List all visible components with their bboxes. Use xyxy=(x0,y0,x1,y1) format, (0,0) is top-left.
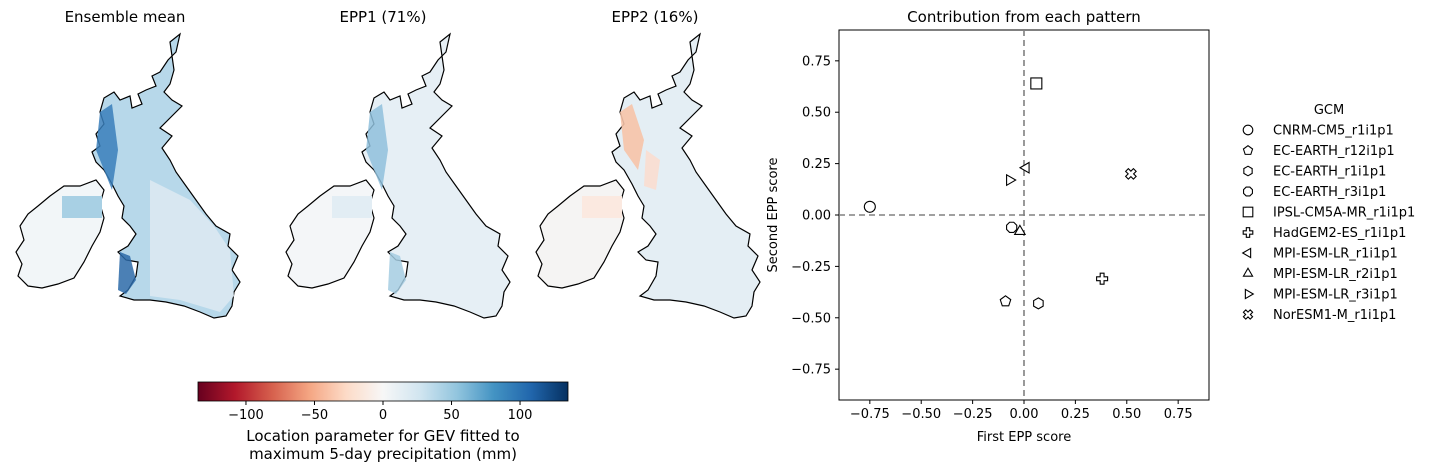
chart-title: Contribution from each pattern xyxy=(907,8,1141,26)
map-title: EPP2 (16%) xyxy=(612,8,699,26)
colorbar-tick-label: 0 xyxy=(379,408,387,423)
ireland-shape xyxy=(285,179,375,289)
legend-entry: CNRM-CM5_r1i1p1 xyxy=(1273,124,1394,139)
x-tick-label: −0.75 xyxy=(850,407,890,422)
y-tick-label: −0.50 xyxy=(791,311,831,326)
colorbar-gradient xyxy=(197,381,569,402)
scatter-chart: Contribution from each pattern −0.75 −0.5… xyxy=(766,8,1210,445)
great-britain-shape xyxy=(91,33,241,319)
legend-marker xyxy=(1243,186,1253,197)
y-tick-label: 0.75 xyxy=(802,54,831,69)
ireland-shape xyxy=(15,179,105,289)
legend-marker xyxy=(1242,206,1254,218)
legend-marker xyxy=(1242,227,1254,238)
map-title: Ensemble mean xyxy=(65,8,186,26)
y-axis-label: Second EPP score xyxy=(766,158,781,273)
data-point xyxy=(999,295,1012,307)
x-tick-label: 0.25 xyxy=(1061,407,1090,422)
legend-entry: EC-EARTH_r3i1p1 xyxy=(1273,185,1386,200)
great-britain-shape xyxy=(611,33,761,319)
legend-marker xyxy=(1242,267,1254,277)
x-tick-label: 0.00 xyxy=(1010,407,1039,422)
data-point xyxy=(1096,272,1109,285)
legend-marker xyxy=(1244,288,1255,300)
data-point xyxy=(1006,221,1018,233)
data-point xyxy=(1124,167,1137,180)
colorbar-tick-label: 100 xyxy=(508,408,533,423)
great-britain-shape xyxy=(361,33,511,319)
y-tick-label: −0.25 xyxy=(791,260,831,275)
colorbar-label-line1: Location parameter for GEV fitted to xyxy=(246,427,519,445)
map-panel-epp2: EPP2 (16%) xyxy=(535,8,761,319)
data-point xyxy=(1030,77,1043,90)
legend-entry: MPI-ESM-LR_r2i1p1 xyxy=(1273,267,1398,282)
x-axis-label: First EPP score xyxy=(977,430,1071,445)
map-panel-ensemble-mean: Ensemble mean xyxy=(15,8,241,319)
colorbar-ticks: −100 −50 0 50 100 xyxy=(228,401,532,423)
legend-entry: NorESM1-M_r1i1p1 xyxy=(1273,308,1396,323)
data-points xyxy=(863,77,1137,310)
legend-entry: IPSL-CM5A-MR_r1i1p1 xyxy=(1273,206,1415,221)
colorbar: −100 −50 0 50 100 Location parameter for GEV… xyxy=(197,381,569,463)
legend-marker xyxy=(1243,165,1253,177)
legend-marker xyxy=(1242,124,1254,136)
legend-entry: MPI-ESM-LR_r1i1p1 xyxy=(1273,247,1398,262)
legend-title: GCM xyxy=(1314,103,1344,118)
colorbar-tick-label: 50 xyxy=(443,408,460,423)
colorbar-tick-label: −100 xyxy=(228,408,264,423)
colorbar-tick-label: −50 xyxy=(301,408,328,423)
y-tick-label: 0.00 xyxy=(802,209,831,224)
legend: GCM CNRM-CM5_r1i1p1 EC-EARTH_r12i1p1 EC-EA… xyxy=(1241,103,1415,323)
colorbar-label-line2: maximum 5-day precipitation (mm) xyxy=(249,445,517,463)
reference-lines xyxy=(839,30,1209,400)
y-tick-label: −0.75 xyxy=(791,363,831,378)
data-point xyxy=(1018,161,1030,174)
legend-marker xyxy=(1241,247,1252,259)
y-tick-label: 0.50 xyxy=(802,106,831,121)
ireland-shape xyxy=(535,179,625,289)
x-tick-label: 0.75 xyxy=(1164,407,1193,422)
legend-entry: MPI-ESM-LR_r3i1p1 xyxy=(1273,288,1398,303)
legend-marker xyxy=(1242,145,1254,155)
legend-marker xyxy=(1242,309,1254,320)
data-point xyxy=(1013,224,1027,236)
data-point xyxy=(1006,173,1017,187)
legend-entry: HadGEM2-ES_r1i1p1 xyxy=(1273,226,1406,241)
axes: −0.75 −0.50 −0.25 0.00 0.25 0.50 0.75 0.75 0.50 0… xyxy=(791,54,1192,422)
map-panel-epp1: EPP1 (71%) xyxy=(285,8,511,319)
y-tick-label: 0.25 xyxy=(802,157,831,172)
x-tick-label: −0.25 xyxy=(953,407,993,422)
data-point xyxy=(1033,297,1044,310)
legend-entry: EC-EARTH_r1i1p1 xyxy=(1273,165,1386,180)
data-point xyxy=(863,200,876,213)
x-tick-label: −0.50 xyxy=(901,407,941,422)
x-tick-label: 0.50 xyxy=(1112,407,1141,422)
legend-entry: EC-EARTH_r12i1p1 xyxy=(1273,144,1395,159)
map-title: EPP1 (71%) xyxy=(340,8,427,26)
